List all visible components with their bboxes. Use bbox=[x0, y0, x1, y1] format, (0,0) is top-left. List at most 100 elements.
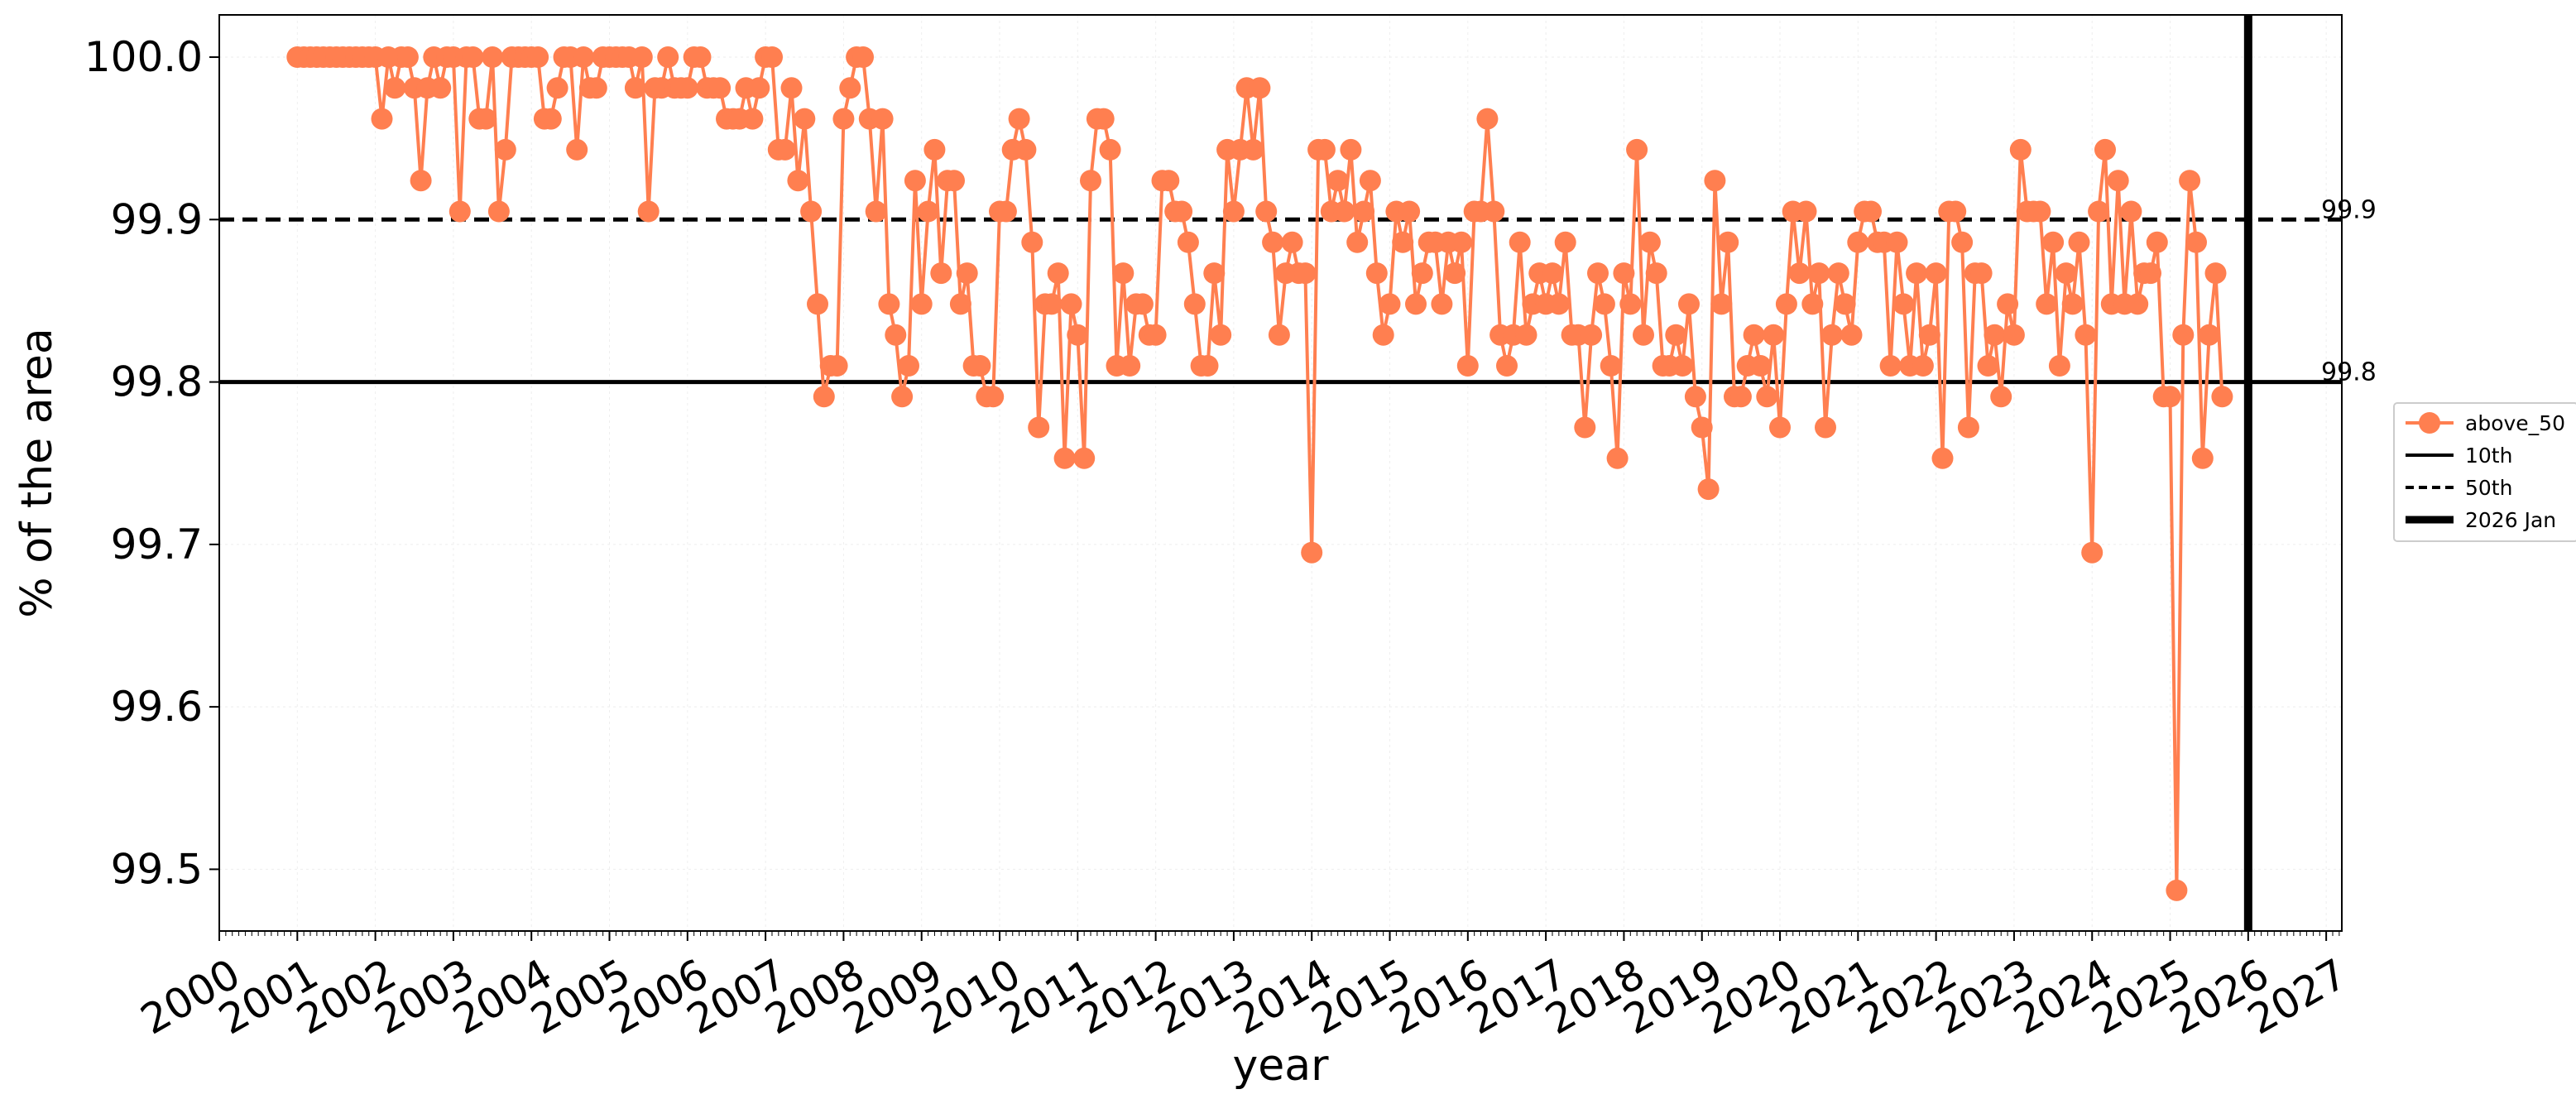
data-point bbox=[657, 46, 679, 68]
data-point bbox=[546, 77, 568, 99]
data-point bbox=[1197, 355, 1219, 377]
data-point bbox=[1906, 262, 1928, 285]
data-point bbox=[2107, 170, 2129, 192]
data-point bbox=[1827, 262, 1849, 285]
data-point bbox=[2055, 262, 2077, 285]
data-point bbox=[1574, 416, 1596, 439]
data-point bbox=[1301, 541, 1323, 564]
data-point bbox=[2081, 541, 2103, 564]
data-point bbox=[1840, 324, 1863, 346]
data-point bbox=[384, 77, 406, 99]
data-point bbox=[2075, 324, 2097, 346]
data-point bbox=[1398, 200, 1421, 223]
data-point bbox=[748, 77, 770, 99]
series-line-above_50 bbox=[297, 55, 2224, 892]
data-point bbox=[2068, 231, 2090, 253]
data-point bbox=[1313, 138, 1336, 161]
y-tick-label: 99.8 bbox=[111, 358, 203, 406]
legend-label: 10th bbox=[2465, 444, 2512, 468]
data-point bbox=[1496, 355, 1518, 377]
data-point bbox=[1775, 293, 1797, 315]
data-point bbox=[1203, 262, 1226, 285]
data-point bbox=[1704, 170, 1726, 192]
data-point bbox=[1210, 324, 1232, 346]
series-above-50 bbox=[286, 46, 2233, 901]
data-point bbox=[1080, 170, 1101, 192]
data-point bbox=[878, 293, 900, 315]
data-point bbox=[885, 324, 907, 346]
data-point bbox=[1346, 231, 1369, 253]
data-point bbox=[761, 46, 783, 68]
y-tick-label: 100.0 bbox=[84, 33, 203, 81]
data-point bbox=[371, 108, 393, 130]
data-point bbox=[631, 46, 653, 68]
data-point bbox=[1892, 293, 1915, 315]
data-point bbox=[741, 108, 764, 130]
data-point bbox=[2166, 879, 2188, 901]
data-point bbox=[573, 46, 595, 68]
data-point bbox=[1171, 200, 1193, 223]
data-point bbox=[1340, 138, 1362, 161]
data-point bbox=[1092, 108, 1115, 130]
data-point bbox=[1456, 355, 1479, 377]
data-point bbox=[1600, 355, 1622, 377]
y-tick-label: 99.7 bbox=[111, 521, 203, 569]
data-point bbox=[1808, 262, 1830, 285]
plot-area-frame bbox=[218, 14, 2343, 932]
data-point bbox=[1743, 324, 1765, 346]
data-point bbox=[1710, 293, 1733, 315]
data-point bbox=[1879, 355, 1902, 377]
data-point bbox=[1183, 293, 1206, 315]
data-point bbox=[956, 262, 978, 285]
data-point bbox=[1451, 231, 1472, 253]
data-point bbox=[482, 46, 504, 68]
data-point bbox=[995, 200, 1017, 223]
data-point bbox=[1990, 386, 2012, 408]
data-point bbox=[494, 138, 516, 161]
data-point bbox=[2140, 262, 2161, 285]
data-point bbox=[2159, 386, 2181, 408]
data-point bbox=[1053, 447, 1076, 469]
data-point bbox=[1047, 262, 1069, 285]
data-point bbox=[2120, 200, 2142, 223]
data-point bbox=[2198, 324, 2220, 346]
data-point bbox=[527, 46, 549, 68]
data-point bbox=[2094, 138, 2116, 161]
data-point bbox=[540, 108, 562, 130]
data-point bbox=[1886, 231, 1908, 253]
data-point bbox=[1931, 447, 1954, 469]
data-point bbox=[2146, 231, 2168, 253]
data-point bbox=[1177, 231, 1199, 253]
data-point bbox=[871, 108, 894, 130]
data-point bbox=[807, 293, 828, 315]
data-point bbox=[1613, 262, 1635, 285]
data-point bbox=[1729, 386, 1752, 408]
data-point bbox=[1365, 262, 1388, 285]
data-point bbox=[1073, 447, 1096, 469]
data-point bbox=[910, 293, 933, 315]
data-point bbox=[1060, 293, 1082, 315]
data-point bbox=[1860, 200, 1882, 223]
data-point bbox=[1763, 324, 1785, 346]
data-point bbox=[585, 77, 607, 99]
data-point bbox=[1268, 324, 1290, 346]
legend-label: above_50 bbox=[2465, 411, 2565, 435]
data-point bbox=[2042, 231, 2065, 253]
data-point bbox=[1795, 200, 1817, 223]
data-point bbox=[1040, 293, 1063, 315]
data-point bbox=[2003, 324, 2025, 346]
data-point bbox=[566, 138, 588, 161]
data-point bbox=[1015, 138, 1037, 161]
data-point bbox=[1112, 262, 1134, 285]
data-point bbox=[1834, 293, 1856, 315]
data-point bbox=[2127, 293, 2149, 315]
data-point bbox=[852, 46, 874, 68]
data-point bbox=[1021, 231, 1043, 253]
data-point bbox=[1626, 138, 1648, 161]
data-point bbox=[787, 170, 809, 192]
data-point bbox=[2048, 355, 2070, 377]
legend: above_50 10th 50th 2026 Jan bbox=[2393, 402, 2576, 542]
data-point bbox=[1633, 324, 1654, 346]
data-point bbox=[930, 262, 952, 285]
